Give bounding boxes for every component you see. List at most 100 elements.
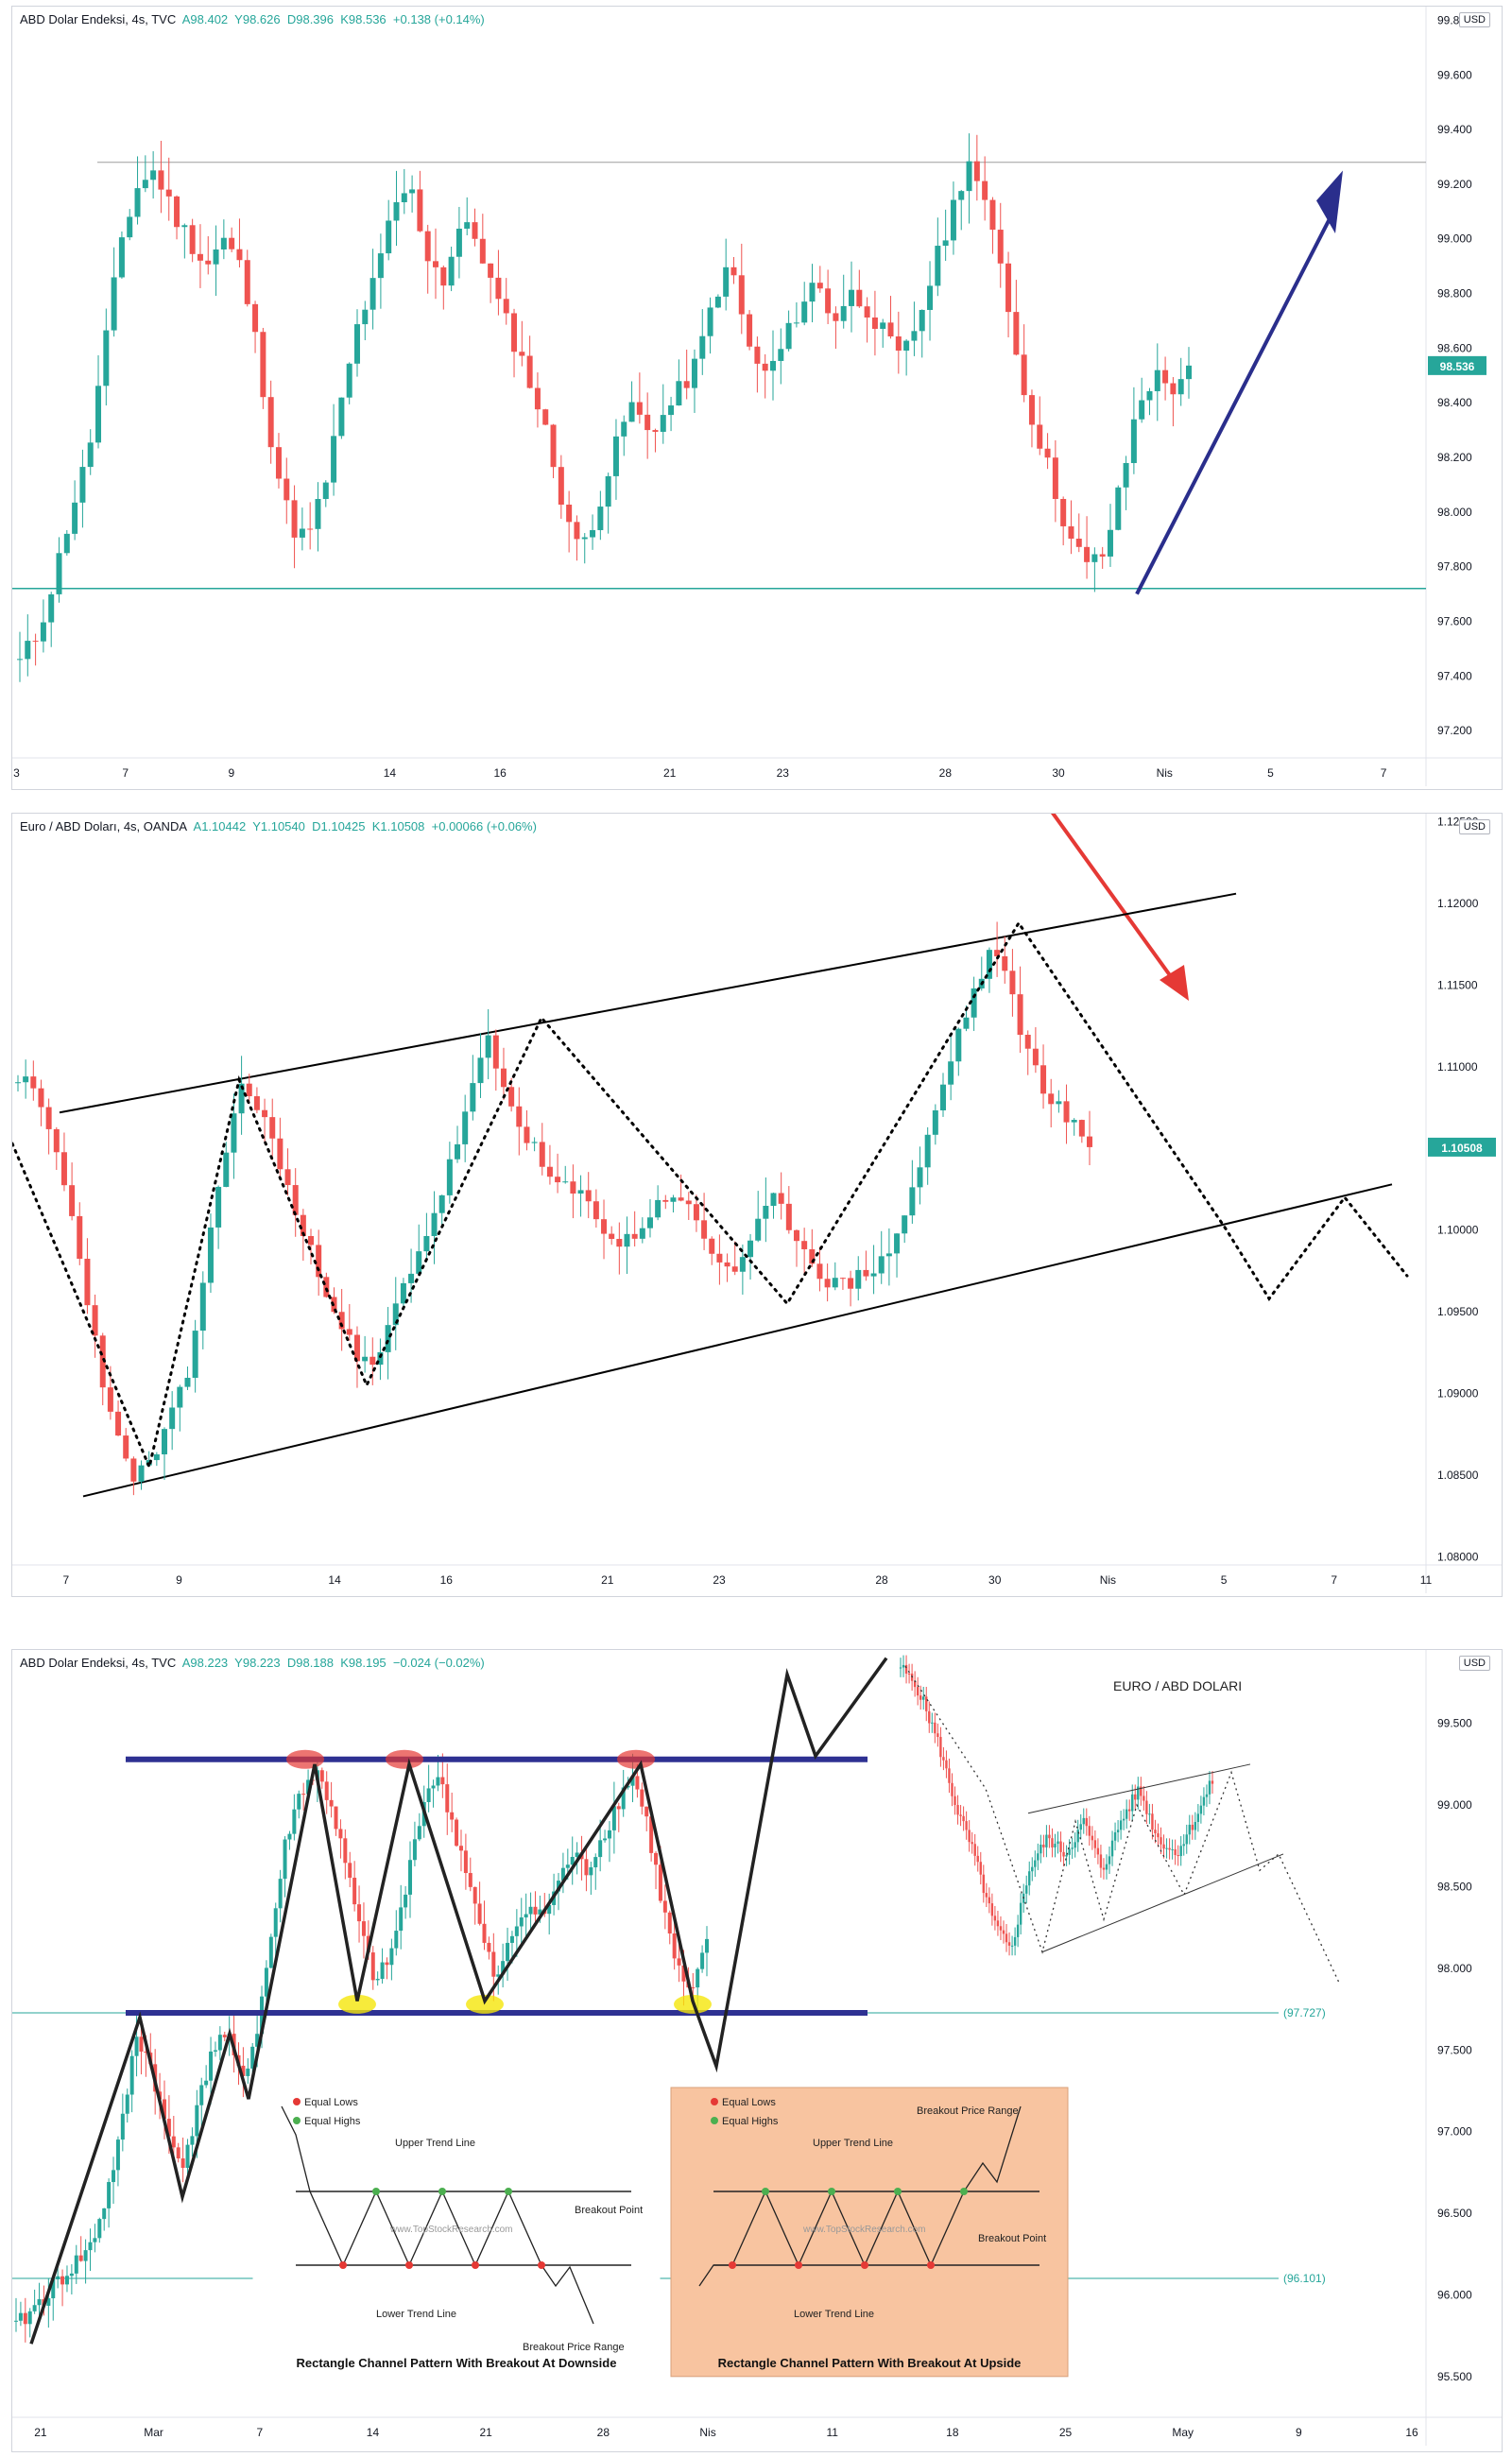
chart-panel-dxy-rectangle[interactable]: ABD Dolar Endeksi, 4s, TVC A98.223 Y98.2…	[11, 1649, 1503, 2452]
candle-body	[590, 529, 596, 538]
time-tick-label: 28	[597, 2426, 610, 2439]
time-tick-label: 5	[1267, 766, 1274, 780]
watermark: www.TopStockResearch.com	[389, 2225, 513, 2235]
inset-candle-body	[934, 1722, 936, 1734]
candle-body	[616, 1239, 623, 1247]
chart-panel-dxy[interactable]: ABD Dolar Endeksi, 4s, TVC A98.402 Y98.6…	[11, 6, 1503, 790]
candle-body	[605, 475, 611, 507]
chart-canvas[interactable]: 1.125001.120001.115001.110001.105001.100…	[12, 814, 1502, 1596]
candle-body	[966, 161, 972, 192]
candle-body	[927, 285, 934, 310]
candle-body	[277, 1138, 284, 1170]
candle-body	[621, 421, 627, 437]
inset-candle-body	[1113, 1831, 1117, 1841]
candle-body	[574, 522, 580, 540]
candle-body	[166, 2119, 171, 2137]
candle-body	[577, 1190, 584, 1194]
chart-header: ABD Dolar Endeksi, 4s, TVC A98.402 Y98.6…	[20, 12, 485, 26]
price-tick-label: 99.500	[1437, 1717, 1472, 1730]
candle-body	[361, 1921, 366, 1936]
price-tick-label: 98.000	[1437, 1962, 1472, 1975]
candle-body	[593, 1857, 598, 1867]
candle-body	[64, 2276, 69, 2285]
candle-body	[534, 387, 541, 410]
candle-body	[431, 1785, 436, 1789]
chart-panel-eurusd[interactable]: Euro / ABD Doları, 4s, OANDA A1.10442 Y1…	[11, 813, 1503, 1597]
candle-body	[667, 1912, 672, 1934]
candle-body	[291, 500, 298, 538]
candle-body	[139, 2036, 144, 2053]
price-tick-label: 97.800	[1437, 560, 1472, 574]
candle-body	[514, 1926, 519, 1936]
watermark: www.TopStockResearch.com	[802, 2225, 926, 2235]
candle-body	[283, 1839, 287, 1880]
equal-high-marker	[286, 1749, 324, 1769]
candle-body	[255, 2034, 260, 2047]
inset-candle-body	[993, 1916, 997, 1921]
equal-high-marker	[617, 1749, 655, 1769]
inset-candle-body	[1191, 1824, 1194, 1830]
equal-low-dot	[538, 2261, 545, 2270]
candle-body	[526, 355, 533, 388]
time-tick-label: 14	[367, 2426, 380, 2439]
upper-channel-line	[59, 892, 1237, 1114]
inset-candle-body	[1188, 1824, 1191, 1835]
chart-header: Euro / ABD Doları, 4s, OANDA A1.10442 Y1…	[20, 819, 537, 833]
candle-body	[87, 442, 94, 468]
candle-body	[287, 1833, 292, 1840]
chart-canvas[interactable]: 99.80099.60099.40099.20099.00098.80098.6…	[12, 7, 1502, 789]
candle-body	[53, 1128, 60, 1153]
candle-body	[958, 191, 965, 200]
equal-low-dot	[729, 2261, 736, 2270]
candle-body	[204, 2080, 209, 2086]
candle-body	[127, 216, 133, 238]
currency-button[interactable]: USD	[1458, 819, 1490, 834]
currency-button[interactable]: USD	[1458, 12, 1490, 27]
candle-body	[273, 1908, 278, 1937]
level-label: (97.727)	[1283, 2006, 1326, 2019]
price-tick-label: 98.500	[1437, 1881, 1472, 1894]
inset-candle-body	[979, 1862, 982, 1875]
candle-body	[488, 263, 494, 278]
inset-candle-body	[1208, 1780, 1211, 1795]
inset-candle-body	[1082, 1817, 1085, 1825]
chart-canvas[interactable]: 99.500 99.000 98.500 98.000 97.500 97.000 96.5…	[12, 1650, 1502, 2451]
candle-body	[856, 289, 863, 307]
candle-body	[189, 225, 196, 254]
inset-candle-body	[959, 1814, 962, 1816]
inset-candle-body	[956, 1805, 959, 1815]
candle-body	[603, 1838, 608, 1841]
inset-candle-body	[922, 1696, 925, 1700]
candle-body	[519, 1917, 524, 1927]
inset-candle-body	[899, 1667, 902, 1669]
candle-body	[839, 1278, 846, 1280]
candle-body	[479, 238, 486, 264]
price-tick-label: 1.11000	[1437, 1060, 1478, 1074]
breakout-point-label: Breakout Point	[575, 2205, 643, 2216]
equal-lows-dot	[293, 2098, 301, 2106]
candle-body	[417, 1826, 421, 1840]
candle-body	[23, 1076, 29, 1083]
candle-body	[48, 593, 55, 623]
inset-candle-body	[1025, 1885, 1028, 1894]
candle-body	[508, 1087, 515, 1107]
candle-body	[628, 402, 635, 422]
time-tick-label: 5	[1221, 1573, 1228, 1587]
candle-body	[32, 641, 39, 643]
candle-body	[292, 1809, 297, 1834]
candle-body	[562, 1181, 569, 1183]
candle-body	[353, 324, 360, 364]
currency-button[interactable]: USD	[1458, 1656, 1490, 1671]
candle-body	[870, 1273, 877, 1277]
candle-body	[92, 1305, 98, 1336]
candle-body	[412, 1839, 417, 1861]
candle-body	[730, 266, 737, 276]
candle-body	[83, 2250, 88, 2261]
price-tick-label: 97.500	[1437, 2043, 1472, 2056]
inset-candle-body	[996, 1920, 1000, 1927]
candle-body	[612, 436, 619, 476]
candle-body	[472, 1886, 477, 1904]
candle-body	[37, 2299, 42, 2306]
candle-body	[63, 533, 70, 554]
time-tick-label: 30	[988, 1573, 1002, 1587]
